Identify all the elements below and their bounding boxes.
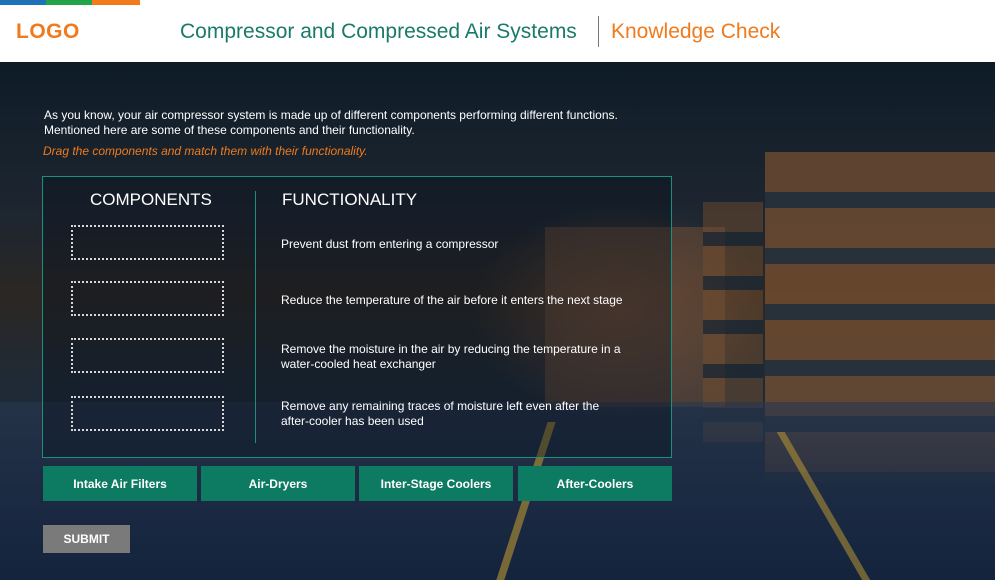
header-bar: LOGO Compressor and Compressed Air Syste… <box>0 0 995 62</box>
course-title: Compressor and Compressed Air Systems <box>180 20 577 43</box>
function-text-3: Remove the moisture in the air by reduci… <box>281 342 621 371</box>
submit-button[interactable]: SUBMIT <box>43 525 130 553</box>
drop-slot-3[interactable] <box>71 338 224 373</box>
strip-green <box>46 0 92 5</box>
component-inter-stage-coolers[interactable]: Inter-Stage Coolers <box>359 466 513 501</box>
title-divider <box>598 16 599 47</box>
function-text-2: Reduce the temperature of the air before… <box>281 293 623 307</box>
functionality-header: FUNCTIONALITY <box>282 190 418 209</box>
intro-text: As you know, your air compressor system … <box>44 108 744 138</box>
strip-blue <box>0 0 46 5</box>
matching-panel: COMPONENTS FUNCTIONALITY Prevent dust fr… <box>42 176 672 458</box>
column-divider <box>255 191 256 443</box>
component-intake-air-filters[interactable]: Intake Air Filters <box>43 466 197 501</box>
intro-line-2: Mentioned here are some of these compone… <box>44 123 415 137</box>
function-text-4: Remove any remaining traces of moisture … <box>281 399 600 428</box>
drop-slot-2[interactable] <box>71 281 224 316</box>
logo: LOGO <box>16 20 80 43</box>
drop-slot-1[interactable] <box>71 225 224 260</box>
component-after-coolers[interactable]: After-Coolers <box>518 466 672 501</box>
intro-line-1: As you know, your air compressor system … <box>44 108 618 122</box>
component-air-dryers[interactable]: Air-Dryers <box>201 466 355 501</box>
components-header: COMPONENTS <box>90 190 212 209</box>
strip-orange <box>92 0 140 5</box>
color-strip <box>0 0 140 5</box>
function-text-1: Prevent dust from entering a compressor <box>281 237 499 251</box>
instruction-text: Drag the components and match them with … <box>43 144 368 158</box>
drop-slot-4[interactable] <box>71 396 224 431</box>
section-title: Knowledge Check <box>611 20 781 43</box>
